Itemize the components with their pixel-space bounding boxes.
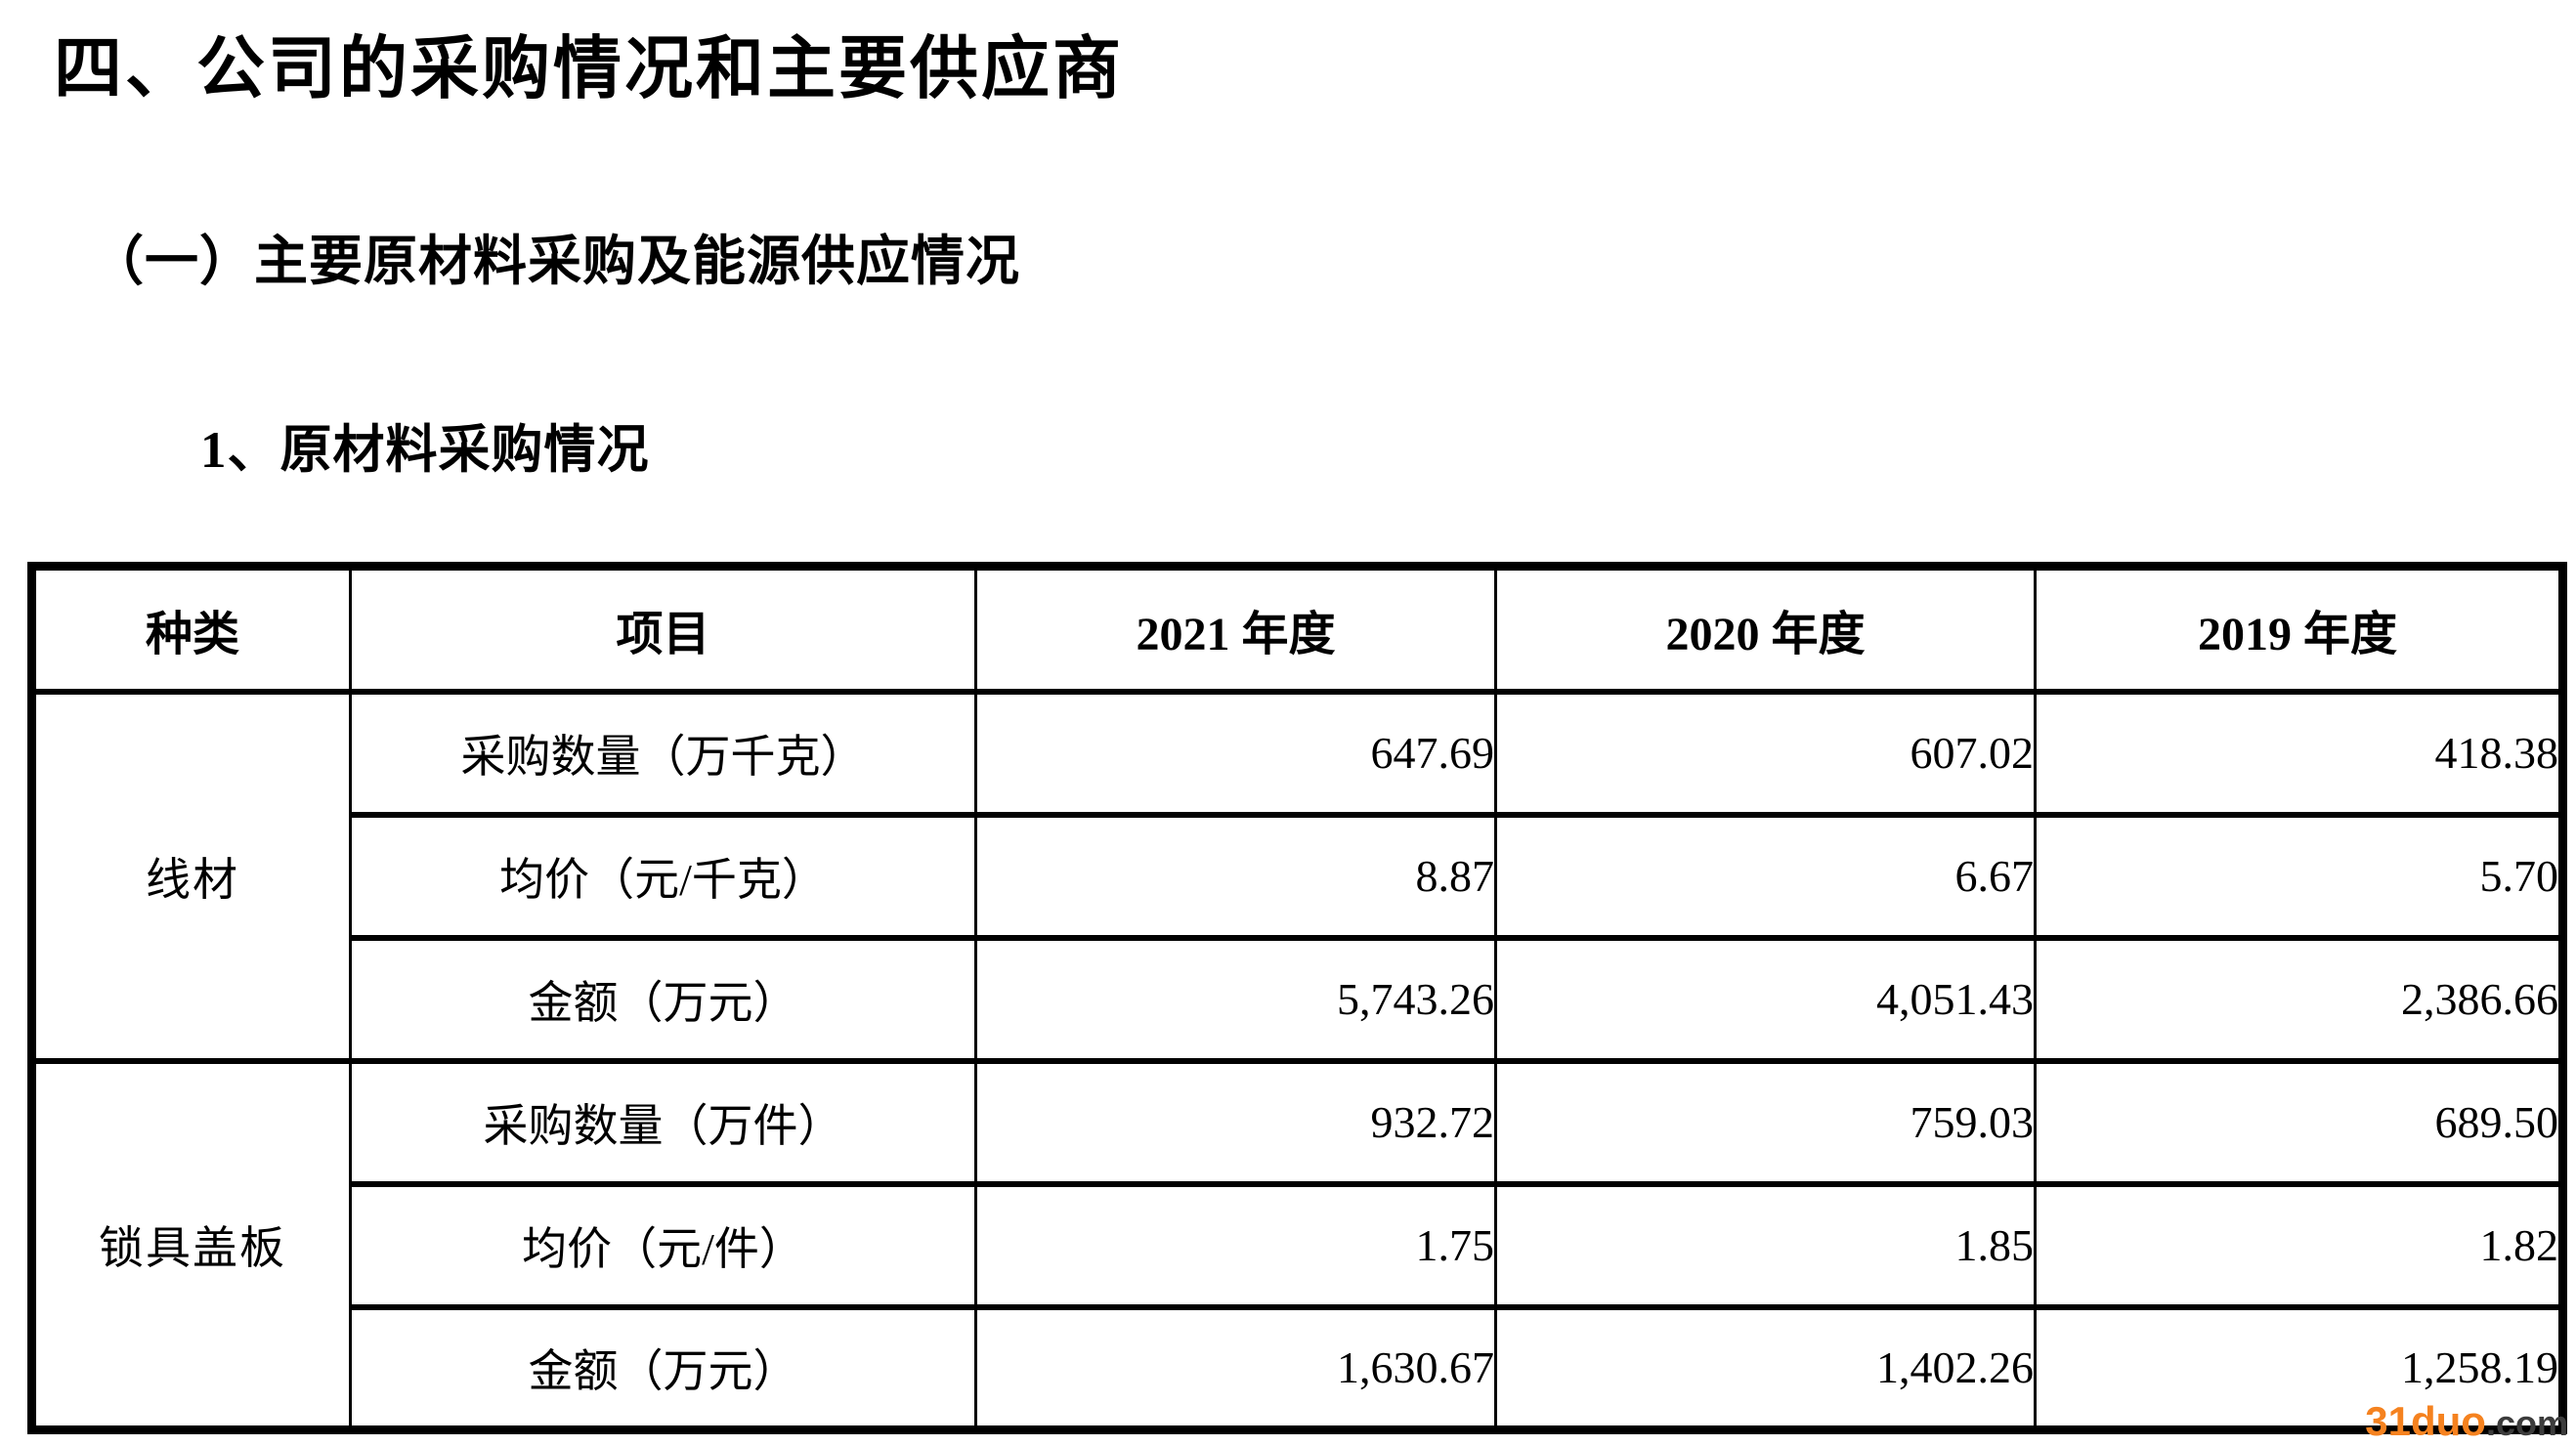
value-cell: 759.03	[1494, 1057, 2037, 1187]
table-header-row: 种类 项目 2021 年度 2020 年度 2019 年度	[30, 563, 2564, 695]
item-cell: 采购数量（万件）	[349, 1057, 977, 1187]
value-cell: 607.02	[1494, 688, 2037, 818]
value-cell: 1,258.19	[2034, 1303, 2564, 1433]
column-header-2019: 2019 年度	[2034, 563, 2564, 695]
section-heading: （一）主要原材料采购及能源供应情况	[90, 231, 1021, 291]
value-cell: 689.50	[2034, 1057, 2564, 1187]
value-cell: 647.69	[974, 688, 1497, 818]
value-cell: 1,630.67	[974, 1303, 1497, 1433]
value-cell: 2,386.66	[2034, 934, 2564, 1064]
item-cell: 采购数量（万千克）	[349, 688, 977, 818]
value-cell: 1.85	[1494, 1180, 2037, 1310]
column-header-item: 项目	[349, 563, 977, 695]
site-watermark: 31duo.com	[2365, 1401, 2568, 1442]
column-header-category: 种类	[30, 563, 352, 695]
value-cell: 6.67	[1494, 811, 2037, 941]
watermark-brand: 31duo	[2365, 1398, 2486, 1444]
table-row: 金额（万元） 5,743.26 4,051.43 2,386.66	[32, 934, 2564, 1064]
subsection-heading: 1、原材料采购情况	[200, 422, 650, 479]
value-cell: 8.87	[974, 811, 1497, 941]
value-cell: 932.72	[974, 1057, 1497, 1187]
table-row: 锁具盖板 采购数量（万件） 932.72 759.03 689.50	[30, 1057, 2564, 1433]
table-row: 均价（元/件） 1.75 1.85 1.82	[32, 1180, 2564, 1310]
value-cell: 1.75	[974, 1180, 1497, 1310]
category-cell-wire: 线材	[30, 688, 352, 1064]
value-cell: 1,402.26	[1494, 1303, 2037, 1433]
table-row: 均价（元/千克） 8.87 6.67 5.70	[32, 811, 2564, 941]
item-cell: 均价（元/千克）	[349, 811, 977, 941]
item-cell: 均价（元/件）	[349, 1180, 977, 1310]
raw-material-procurement-table: 种类 项目 2021 年度 2020 年度 2019 年度 线材 采购数量（万千…	[27, 562, 2567, 1434]
value-cell: 1.82	[2034, 1180, 2564, 1310]
table-row: 线材 采购数量（万千克） 647.69 607.02 418.38	[30, 688, 2564, 1064]
value-cell: 418.38	[2034, 688, 2564, 818]
column-header-2021: 2021 年度	[974, 563, 1497, 695]
table-row: 金额（万元） 1,630.67 1,402.26 1,258.19	[32, 1303, 2564, 1433]
item-cell: 金额（万元）	[349, 934, 977, 1064]
page-title: 四、公司的采购情况和主要供应商	[54, 30, 1124, 106]
value-cell: 5,743.26	[974, 934, 1497, 1064]
category-cell-lock-cover: 锁具盖板	[30, 1057, 352, 1433]
value-cell: 5.70	[2034, 811, 2564, 941]
value-cell: 4,051.43	[1494, 934, 2037, 1064]
item-cell: 金额（万元）	[349, 1303, 977, 1433]
column-header-2020: 2020 年度	[1494, 563, 2037, 695]
watermark-suffix: .com	[2485, 1403, 2568, 1443]
